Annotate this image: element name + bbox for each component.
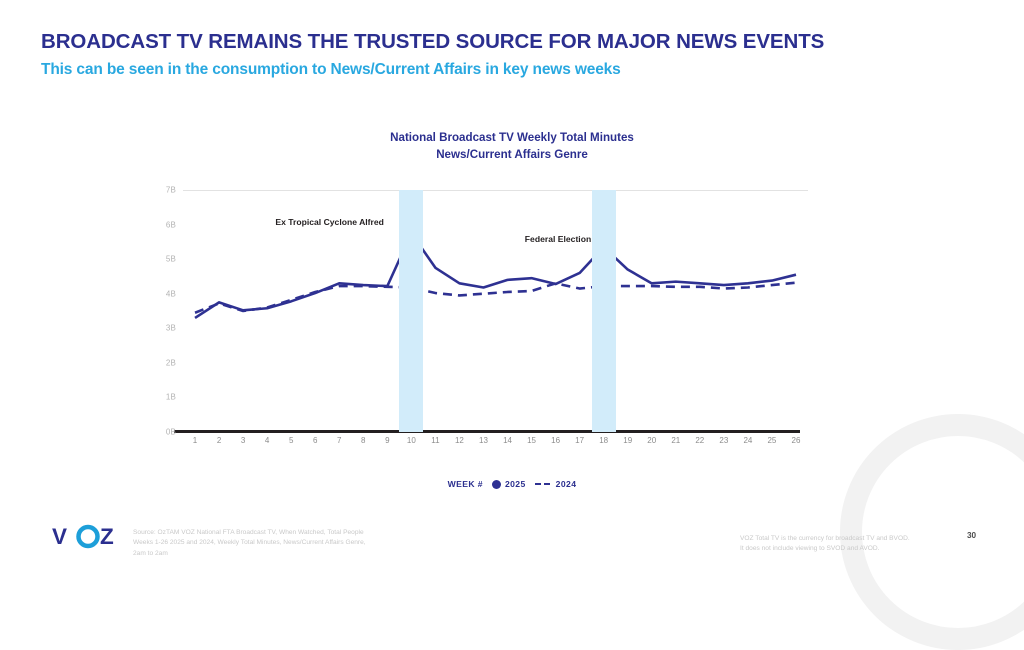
x-axis-tick-week-23: 23: [719, 436, 729, 445]
x-axis-tick-week-8: 8: [361, 436, 366, 445]
legend-label-2025: 2025: [504, 479, 526, 489]
x-axis-tick-week-9: 9: [385, 436, 390, 445]
highlight-band-1: [399, 190, 424, 432]
y-axis-tick-5B: 5B: [165, 254, 176, 264]
voz-logo: V Z: [52, 524, 114, 549]
x-axis-tick-week-1: 1: [192, 436, 198, 445]
x-axis-tick-week-12: 12: [454, 436, 464, 445]
chart-title-line2: News/Current Affairs Genre: [436, 147, 588, 161]
highlight-band-2: [591, 190, 616, 432]
logo-circle-o-icon: [76, 524, 100, 549]
series-line-2024: [194, 281, 797, 314]
y-axis-tick-6B: 6B: [165, 220, 176, 230]
x-axis-line: [174, 430, 800, 433]
legend-dot-icon: [491, 479, 501, 489]
logo-letter-z: Z: [100, 524, 114, 549]
legend-item-2024: 2024: [534, 479, 577, 489]
x-axis-tick-week-3: 3: [240, 436, 246, 445]
x-axis-tick-week-7: 7: [337, 436, 342, 445]
x-axis-tick-week-19: 19: [623, 436, 633, 445]
legend-label-2024: 2024: [555, 479, 577, 489]
y-axis-tick-1B: 1B: [165, 392, 176, 402]
plot-area: 0B 1B 2B 3B 4B 5B 6B 7B 1 2 3 4 5 6 7 8 9 10 11 12 13 14 15 16 1…: [166, 186, 808, 445]
x-axis-tick-week-14: 14: [503, 436, 512, 445]
disclaimer-line-1: VOZ Total TV is the currency for broadca…: [740, 535, 910, 542]
gridline-top: [183, 190, 808, 191]
x-axis-tick-week-6: 6: [312, 436, 318, 445]
logo-letter-v: V: [52, 524, 67, 549]
y-axis-tick-4B: 4B: [165, 289, 176, 299]
x-axis-tick-week-11: 11: [431, 436, 440, 445]
y-axis-tick-0B: 0B: [165, 427, 176, 437]
x-axis-tick-week-18: 18: [599, 436, 609, 445]
x-axis-tick-week-13: 13: [479, 436, 488, 445]
annotation-2: Federal Election: [524, 234, 592, 245]
legend-axis-label: WEEK #: [447, 479, 483, 489]
series-line-2025: [194, 231, 797, 320]
x-axis-tick-week-24: 24: [743, 436, 753, 445]
disclaimer-line-2: It does not include viewing to SVOD and …: [740, 545, 880, 553]
y-axis-tick-3B: 3B: [165, 323, 176, 333]
x-axis-tick-week-17: 17: [575, 436, 585, 445]
x-axis-tick-week-10: 10: [406, 436, 416, 445]
y-axis-tick-7B: 7B: [165, 185, 176, 195]
page-number: 30: [967, 531, 977, 540]
x-axis-tick-week-21: 21: [671, 436, 681, 445]
legend-item-2025: 2025: [491, 479, 526, 489]
source-line-2: Weeks 1-26 2025 and 2024, Weekly Total M…: [133, 539, 366, 547]
source-line-3: 2am to 2am: [133, 549, 168, 557]
x-axis-tick-week-20: 20: [647, 436, 657, 445]
x-axis-tick-week-25: 25: [767, 436, 777, 445]
x-axis-tick-week-26: 26: [791, 436, 801, 445]
y-axis-tick-2B: 2B: [165, 358, 176, 368]
x-axis-tick-week-15: 15: [527, 436, 536, 445]
annotation-1: Ex Tropical Cyclone Alfred: [275, 216, 384, 227]
series-lines: [194, 231, 797, 320]
source-note: Source: OzTAM VOZ National FTA Broadcast…: [133, 528, 366, 559]
x-axis-tick-week-5: 5: [288, 436, 294, 445]
chart-legend: WEEK # 2025 2024: [0, 479, 1024, 489]
chart-title: National Broadcast TV Weekly Total Minut…: [0, 130, 1024, 163]
disclaimer-note: VOZ Total TV is the currency for broadca…: [740, 534, 910, 554]
x-axis-tick-week-4: 4: [264, 436, 270, 445]
legend-dash-icon: [534, 482, 551, 486]
x-axis-tick-week-16: 16: [551, 436, 561, 445]
source-line-1: Source: OzTAM VOZ National FTA Broadcast…: [133, 529, 364, 536]
x-axis-tick-week-2: 2: [216, 436, 222, 445]
x-axis-tick-week-22: 22: [695, 436, 705, 445]
chart: National Broadcast TV Weekly Total Minut…: [0, 130, 1024, 489]
chart-title-line1: National Broadcast TV Weekly Total Minut…: [390, 131, 634, 144]
page-subtitle: This can be seen in the consumption to N…: [41, 61, 621, 78]
page-title: BROADCAST TV REMAINS THE TRUSTED SOURCE …: [41, 30, 825, 53]
slide: BROADCAST TV REMAINS THE TRUSTED SOURCE …: [0, 30, 1024, 650]
